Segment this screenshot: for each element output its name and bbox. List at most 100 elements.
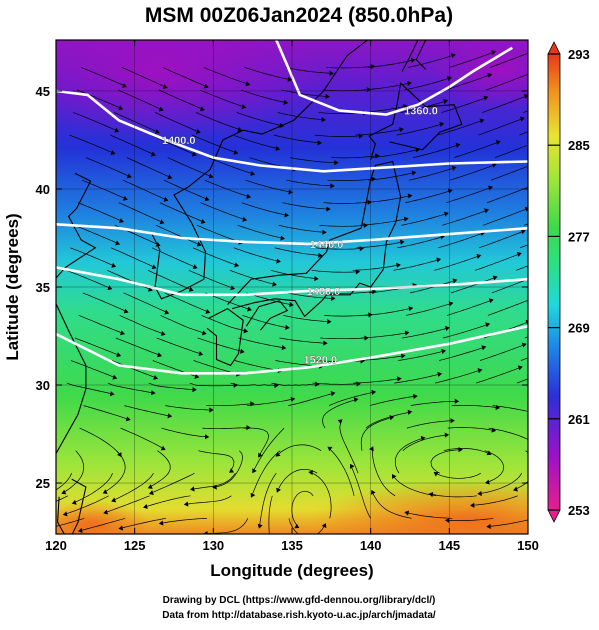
contour-1360 (275, 40, 513, 116)
streamline (154, 112, 198, 132)
streamline (117, 89, 161, 110)
streamline-arrow (323, 340, 328, 346)
streamline (479, 344, 524, 361)
streamline-arrow (164, 309, 170, 315)
streamline-arrow (533, 161, 538, 166)
streamline (196, 224, 240, 243)
streamline-arrow (192, 387, 197, 393)
streamline (147, 269, 191, 290)
streamline (107, 382, 153, 394)
streamline (123, 292, 167, 313)
streamline (83, 405, 128, 420)
streamline-arrow (400, 353, 406, 359)
coast-china (56, 172, 97, 455)
streamline (436, 472, 481, 479)
streamline-arrow (411, 170, 417, 176)
streamline-arrow (443, 98, 449, 104)
streamline (318, 112, 364, 114)
streamline-arrow (203, 531, 208, 534)
streamline-arrow (444, 517, 450, 524)
streamline-arrow (283, 99, 289, 105)
streamline-arrow (574, 274, 579, 279)
streamline-arrow (252, 468, 257, 474)
streamline-arrow (246, 193, 252, 199)
streamline-arrow (205, 309, 211, 314)
streamline-arrow (413, 393, 418, 399)
streamline-arrow (284, 212, 289, 218)
streamline (396, 124, 441, 136)
streamline-arrow (481, 345, 487, 351)
x-tick-label: 140 (360, 538, 382, 553)
streamline-arrow (234, 262, 240, 268)
coast-shikoku (245, 300, 289, 331)
streamline-arrow (470, 502, 475, 508)
streamline (279, 337, 325, 344)
streamline-arrow (321, 523, 327, 529)
coast-kyushu (206, 307, 244, 367)
credit-data: Data from http://database.rish.kyoto-u.a… (162, 610, 436, 621)
streamline (492, 405, 528, 412)
streamline-arrow (529, 184, 534, 189)
streamline-arrow (420, 435, 426, 441)
streamline (352, 264, 398, 271)
streamline (311, 472, 332, 519)
streamline (277, 112, 323, 120)
streamline-arrow (447, 188, 453, 194)
streamline (430, 449, 460, 474)
colorbar-tick-label: 293 (568, 47, 590, 62)
streamline-arrow (123, 308, 129, 314)
streamline-arrow (276, 487, 281, 493)
coast-taiwan (57, 478, 87, 534)
streamline (151, 247, 195, 268)
streamline-arrow (536, 411, 541, 416)
streamline-arrow (492, 275, 498, 281)
streamline-arrow (233, 149, 239, 155)
streamline (475, 254, 519, 271)
streamline (156, 337, 201, 354)
wind-streamlines (37, 50, 579, 534)
streamline-arrow (439, 121, 445, 127)
streamline (372, 149, 417, 158)
streamline-arrow (369, 446, 374, 452)
streamline-arrow (396, 262, 401, 268)
streamline-arrow (487, 72, 493, 78)
streamline (237, 224, 282, 239)
streamline-arrow (566, 206, 571, 211)
x-tick-label: 135 (281, 538, 303, 553)
streamline (441, 97, 486, 113)
streamline-arrow (150, 151, 156, 157)
streamline (397, 236, 442, 249)
streamline (360, 417, 391, 451)
streamline-arrow (37, 528, 42, 533)
streamline (319, 224, 365, 227)
colorbar-max-arrow (547, 41, 561, 55)
streamline-arrow (199, 106, 205, 112)
streamline-arrow (562, 341, 567, 346)
streamline (270, 269, 316, 279)
streamline-arrow (159, 219, 165, 225)
streamline-arrow (125, 416, 131, 422)
streamline (236, 112, 281, 126)
streamline-arrow (444, 432, 450, 438)
streamline (195, 112, 240, 130)
streamline-arrow (353, 397, 359, 403)
streamline (490, 165, 528, 181)
streamline-arrow (407, 193, 413, 199)
streamline-arrow (114, 127, 120, 133)
streamline (524, 336, 528, 339)
streamline (364, 195, 410, 204)
streamline-arrow (391, 473, 397, 479)
streamline (64, 450, 85, 493)
warm-air-region-west (56, 500, 150, 534)
streamline-arrow (450, 418, 455, 424)
streamline-arrow (281, 345, 287, 351)
streamline (448, 517, 494, 521)
streamline-arrow (107, 285, 113, 291)
streamline (446, 300, 491, 316)
streamline-arrow (326, 206, 331, 212)
streamline (473, 495, 518, 506)
streamline (516, 378, 528, 384)
streamline (407, 512, 453, 519)
streamline (402, 434, 446, 451)
streamline-arrow (111, 497, 117, 503)
